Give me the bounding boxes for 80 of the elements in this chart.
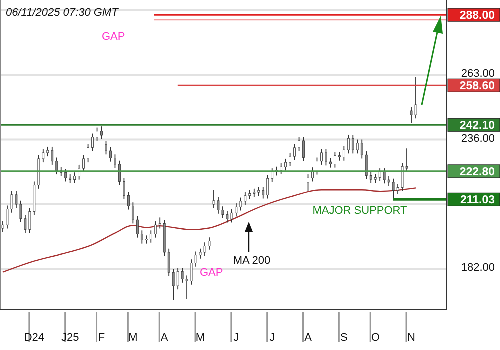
x-tick-label: M	[128, 332, 138, 344]
annotation: GAP	[200, 267, 224, 279]
candlestick	[100, 126, 103, 140]
candlestick	[118, 160, 121, 186]
candlestick	[140, 230, 144, 244]
candlestick	[74, 172, 76, 184]
x-tick-label: A	[160, 332, 169, 344]
annotation: MAJOR SUPPORT	[312, 205, 408, 217]
x-tick-label: A	[304, 332, 313, 344]
y-tick-label: 263.00	[461, 68, 495, 80]
candlestick	[56, 157, 58, 175]
y-tick-label: 182.00	[461, 262, 495, 274]
candlestick	[123, 178, 126, 200]
x-tick-label: J	[270, 332, 276, 344]
x-tick-label: N	[408, 332, 416, 344]
candlestick	[338, 152, 341, 162]
candlestick	[244, 192, 247, 206]
y-tick-label: 236.00	[461, 132, 495, 145]
candlestick	[325, 148, 328, 166]
candlestick	[330, 158, 332, 168]
candlestick	[289, 152, 292, 167]
annotation: MA 200	[233, 255, 271, 267]
candlestick	[302, 136, 305, 162]
x-tick-label: S	[340, 332, 348, 344]
candlestick	[320, 148, 323, 166]
candlestick	[294, 144, 296, 161]
candlestick	[316, 157, 318, 176]
x-tick-label: M	[196, 332, 206, 344]
x-tick-label: J	[234, 332, 240, 344]
ref-line-label: 242.10	[460, 120, 495, 132]
ref-line-label: 222.80	[460, 166, 495, 178]
candlestick	[82, 154, 86, 173]
candlestick	[51, 146, 54, 166]
candlestick	[356, 139, 359, 154]
candlestick	[110, 147, 112, 162]
candlestick	[105, 140, 108, 156]
candlestick	[307, 174, 310, 192]
candlestick	[87, 144, 90, 163]
candlestick	[352, 134, 354, 154]
candlestick	[258, 186, 260, 197]
candlestick	[46, 146, 50, 158]
annotation: GAP	[102, 31, 126, 43]
candlestick	[64, 168, 68, 182]
candlestick	[172, 268, 175, 301]
candlestick	[262, 186, 265, 200]
candlestick	[334, 152, 336, 168]
x-tick-label: D24	[24, 332, 45, 344]
candlestick	[150, 230, 152, 244]
x-tick-label: J25	[61, 332, 80, 344]
annotation: 06/11/2025 07:30 GMT	[6, 7, 120, 19]
candlestick	[154, 221, 157, 238]
candlestick	[378, 168, 382, 182]
candlestick	[158, 217, 162, 230]
candlestick	[374, 174, 377, 184]
candlestick	[145, 235, 148, 244]
candlestick	[266, 174, 270, 200]
x-tick-label: F	[98, 332, 106, 344]
candlestick	[365, 151, 368, 180]
candlestick	[248, 190, 252, 200]
candlestick	[132, 202, 134, 224]
candlestick	[298, 136, 300, 152]
candlestick	[342, 146, 346, 162]
ref-line-label: 211.03	[460, 194, 495, 207]
candlestick	[114, 154, 116, 169]
candlestick	[370, 172, 372, 184]
candlestick	[42, 148, 45, 163]
candlestick	[284, 158, 288, 172]
candlestick	[168, 248, 170, 277]
ref-line-label: 288.00	[460, 10, 495, 22]
candlestick	[96, 127, 98, 142]
candlestick	[271, 168, 274, 183]
candlestick	[92, 133, 94, 152]
candlestick	[127, 192, 130, 210]
x-tick-label: O	[371, 332, 380, 344]
ref-line-label: 258.60	[460, 80, 495, 93]
candlestick	[280, 163, 283, 175]
candlestick	[347, 134, 350, 154]
candlestick	[136, 216, 139, 238]
candlestick	[312, 167, 314, 182]
candlestick	[360, 139, 364, 160]
